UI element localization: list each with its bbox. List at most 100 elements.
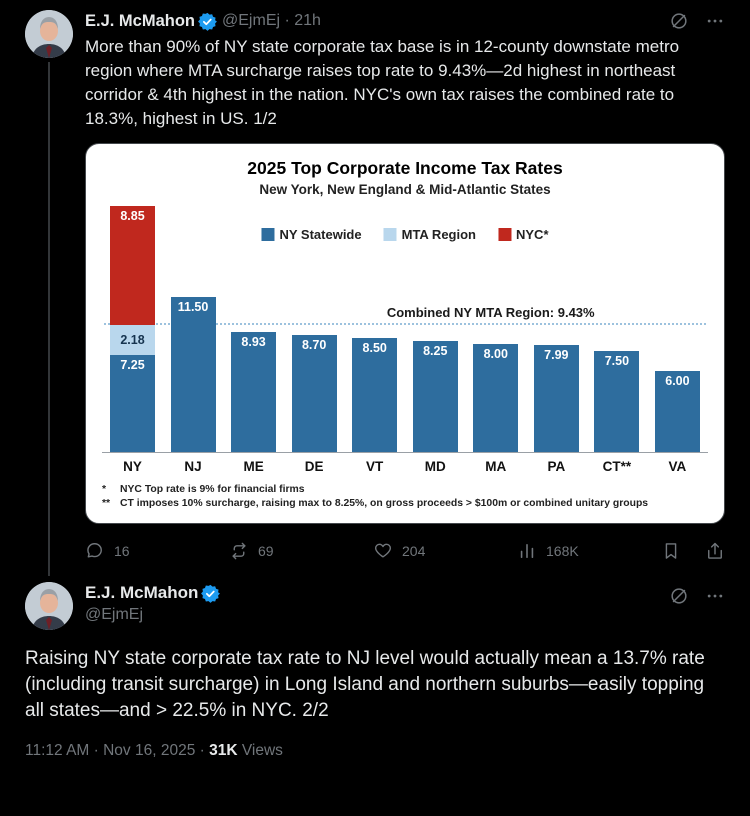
repost-button[interactable]: 69 — [229, 541, 373, 561]
axis-label-CT**: CT** — [602, 459, 632, 474]
axis-label-NY: NY — [123, 459, 142, 474]
bar-value-label: 11.50 — [177, 300, 209, 315]
tweet-1-text: More than 90% of NY state corporate tax … — [85, 37, 680, 128]
bar-segment: 7.25 — [110, 354, 155, 452]
avatar[interactable] — [25, 10, 73, 58]
legend-swatch — [383, 228, 397, 241]
bookmark-icon[interactable] — [661, 541, 681, 561]
axis-label-VT: VT — [366, 459, 384, 474]
legend-swatch — [261, 228, 275, 241]
tweet-2-names: E.J. McMahon @EjmEj — [85, 582, 221, 624]
bar-segment: 8.50 — [352, 337, 398, 452]
bar-NJ: 11.50 — [170, 297, 216, 452]
bar-value-label: 8.70 — [301, 338, 327, 353]
reply-button[interactable]: 16 — [85, 541, 229, 561]
repost-icon — [232, 542, 246, 560]
chart-footnote: ** CT imposes 10% surcharge, raising max … — [102, 498, 649, 509]
bar-segment: 11.50 — [170, 297, 216, 452]
tweet-1-actions: 16 69 204 — [85, 536, 725, 566]
like-count: 204 — [402, 543, 426, 559]
axis-label-NJ: NJ — [184, 459, 202, 474]
bar-segment: 7.50 — [594, 351, 640, 452]
handle-and-time[interactable]: @EjmEj · 21h — [222, 12, 321, 29]
bar-value-label: 8.00 — [483, 347, 508, 362]
bar-segment: 8.25 — [412, 341, 458, 452]
bar-value-label: 8.25 — [423, 344, 448, 359]
bar-value-label: 7.50 — [604, 354, 630, 369]
views-icon — [520, 543, 534, 559]
verified-badge-icon — [198, 12, 217, 31]
tweet-2: E.J. McMahon @EjmEj — [25, 582, 725, 760]
display-name[interactable]: E.J. McMahon — [85, 12, 196, 30]
tweet-2-timestamp: 11:12 AM · Nov 16, 2025 · 31K Views — [25, 742, 725, 760]
handle[interactable]: @EjmEj — [85, 606, 144, 623]
legend-item: NY Statewide — [261, 227, 362, 242]
bar-ME: 8.93 — [231, 331, 277, 452]
bar-MD: 8.25 — [412, 341, 458, 452]
bar-segment: 7.99 — [533, 344, 579, 452]
chart-title: 2025 Top Corporate Income Tax Rates — [247, 158, 563, 178]
annotation-line — [104, 323, 706, 326]
legend-item: NYC* — [498, 227, 549, 242]
tweet-1-header-actions — [669, 11, 725, 31]
repost-count: 69 — [258, 543, 274, 559]
chart-legend: NY Statewide MTA Region NYC* — [261, 227, 549, 242]
bar-value-label: 8.50 — [362, 340, 387, 355]
bar-VA: 6.00 — [654, 371, 700, 452]
legend-item: MTA Region — [383, 227, 476, 242]
legend-swatch — [498, 228, 511, 241]
tweet-1: E.J. McMahon @EjmEj · 21h — [25, 10, 725, 576]
reply-icon — [87, 543, 102, 558]
verified-badge-icon — [201, 584, 221, 603]
more-icon[interactable] — [705, 586, 725, 606]
legend-label: NYC* — [516, 227, 549, 242]
bar-segment: 8.00 — [473, 344, 519, 452]
bar-value-label: 6.00 — [665, 374, 690, 389]
chart-footnote: * NYC Top rate is 9% for financial firms — [102, 484, 305, 495]
bar-value-label: 8.93 — [241, 334, 266, 349]
bar-NY: 7.25 2.18 8.85 — [110, 206, 155, 452]
bar-segment: 8.93 — [231, 331, 277, 452]
tweet-thread: E.J. McMahon @EjmEj · 21h — [25, 10, 725, 760]
display-name[interactable]: E.J. McMahon — [85, 583, 199, 602]
axis-label-VA: VA — [668, 459, 687, 474]
chart-bars: 7.25 2.18 8.85 11.50 8.93 8.70 8.50 8.25 8.00 7.9… — [102, 203, 708, 452]
legend-label: NY Statewide — [279, 227, 362, 242]
grok-icon[interactable] — [669, 11, 689, 31]
legend-label: MTA Region — [401, 227, 476, 242]
grok-icon[interactable] — [669, 586, 689, 606]
views-button[interactable]: 168K — [517, 541, 661, 561]
chart-footnotes: * NYC Top rate is 9% for financial firms *… — [102, 483, 708, 511]
axis-label-ME: ME — [243, 459, 264, 474]
annotation-text: Combined NY MTA Region: 9.43% — [386, 305, 595, 321]
chart-card[interactable]: 2025 Top Corporate Income Tax Rates New … — [85, 143, 725, 524]
tweet-1-gutter — [25, 10, 73, 576]
tweet-1-header: E.J. McMahon @EjmEj · 21h — [85, 10, 725, 32]
bar-VT: 8.50 — [352, 337, 398, 452]
bar-segment: 2.18 — [110, 325, 155, 355]
bar-CT**: 7.50 — [594, 351, 640, 452]
avatar-photo — [25, 10, 73, 58]
chart-axis: NY NJ ME DE VT MD MA PA CT** VA — [102, 459, 708, 474]
timestamp-text: 11:12 AM · Nov 16, 2025 · — [25, 742, 210, 759]
bar-segment: 6.00 — [654, 371, 700, 452]
bar-MA: 8.00 — [473, 344, 519, 452]
share-icon[interactable] — [705, 541, 725, 561]
bar-DE: 8.70 — [291, 335, 337, 452]
like-button[interactable]: 204 — [373, 541, 517, 561]
bar-segment: 8.85 — [110, 206, 155, 326]
bar-value-label: 7.99 — [544, 347, 569, 362]
axis-label-MD: MD — [424, 459, 446, 474]
tweet-1-body: E.J. McMahon @EjmEj · 21h — [85, 10, 725, 566]
views-count: 168K — [546, 543, 579, 559]
chart-plot: NY Statewide MTA Region NYC* Combined NY M… — [102, 203, 708, 453]
bar-value-label: 2.18 — [120, 332, 145, 347]
axis-label-DE: DE — [304, 459, 324, 474]
tweet-1-actions-end — [661, 541, 725, 561]
tweet-2-header-actions — [669, 582, 725, 606]
tweet-2-header: E.J. McMahon @EjmEj — [25, 582, 725, 630]
more-icon[interactable] — [705, 11, 725, 31]
views-count: 31K — [209, 742, 238, 759]
bar-segment: 8.70 — [291, 335, 337, 452]
avatar[interactable] — [25, 582, 73, 630]
